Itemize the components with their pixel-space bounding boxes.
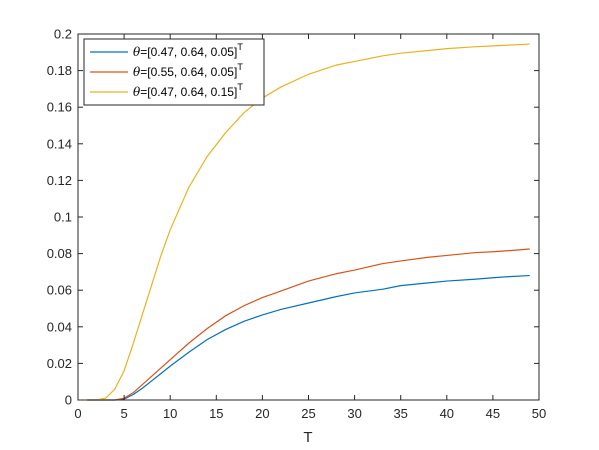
legend-label-2: θ=[0.55, 0.64, 0.05]T <box>133 62 243 79</box>
series-line-2 <box>87 248 530 401</box>
y-tick-label: 0.18 <box>47 63 72 78</box>
x-tick-label: 25 <box>301 406 315 421</box>
y-tick-label: 0.12 <box>47 173 72 188</box>
legend-label-3: θ=[0.47, 0.64, 0.15]T <box>133 82 243 99</box>
series-layer <box>87 43 530 401</box>
y-tick-label: 0.08 <box>47 246 72 261</box>
y-tick-label: 0.2 <box>54 27 72 42</box>
x-tick-label: 50 <box>532 406 546 421</box>
x-tick-label: 10 <box>163 406 177 421</box>
legend-label-1: θ=[0.47, 0.64, 0.05]T <box>133 42 243 59</box>
y-tick-label: 0.02 <box>47 356 72 371</box>
x-tick-label: 35 <box>393 406 407 421</box>
y-tick-label: 0.1 <box>54 210 72 225</box>
legend: θ=[0.47, 0.64, 0.05]T θ=[0.55, 0.64, 0.05… <box>83 38 265 106</box>
x-tick-label: 20 <box>255 406 269 421</box>
x-tick-label: 45 <box>486 406 500 421</box>
y-tick-label: 0.04 <box>47 319 72 334</box>
y-tick-label: 0.16 <box>47 100 72 115</box>
tick-layer: 0 5 10 15 20 25 30 35 40 45 50 0 0.02 0.04 0.06 0.08 0.1… <box>47 27 547 422</box>
x-tick-label: 5 <box>120 406 127 421</box>
x-tick-label: 40 <box>440 406 454 421</box>
series-line-3 <box>87 43 530 401</box>
x-tick-label: 15 <box>209 406 223 421</box>
series-line-1 <box>87 274 530 401</box>
x-tick-label: 0 <box>74 406 81 421</box>
y-tick-label: 0.14 <box>47 136 72 151</box>
y-tick-label: 0 <box>65 393 72 408</box>
x-axis-label: T <box>303 429 312 446</box>
x-tick-label: 30 <box>347 406 361 421</box>
y-tick-label: 0.06 <box>47 283 72 298</box>
